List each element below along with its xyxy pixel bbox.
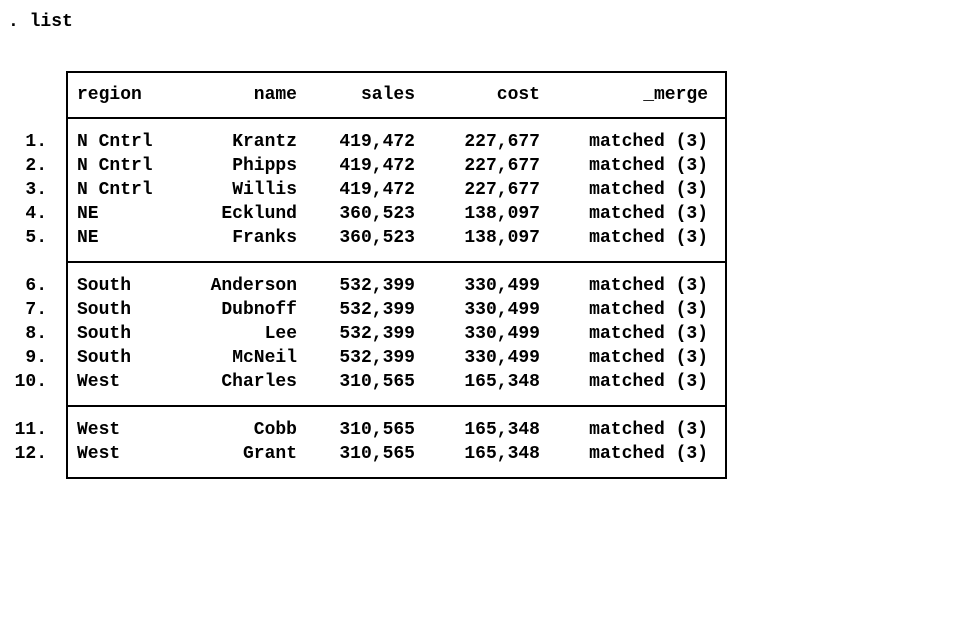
table-row: 4. NE Ecklund 360,523 138,097 matched (3… bbox=[0, 202, 727, 226]
cell-cost: 330,499 bbox=[464, 276, 540, 296]
cell-sales: 419,472 bbox=[339, 180, 415, 200]
cell-merge: matched (3) bbox=[589, 204, 708, 224]
cell-name: Cobb bbox=[253, 420, 297, 440]
cell-merge: matched (3) bbox=[589, 372, 708, 392]
cell-merge: matched (3) bbox=[589, 324, 708, 344]
column-header-name: name bbox=[253, 85, 297, 105]
cell-region: South bbox=[77, 300, 132, 320]
cell-merge: matched (3) bbox=[589, 300, 708, 320]
cell-sales: 532,399 bbox=[339, 348, 415, 368]
cell-sales: 419,472 bbox=[339, 132, 415, 152]
cell-merge: matched (3) bbox=[589, 348, 708, 368]
cell-name: Krantz bbox=[232, 132, 297, 152]
cell-region: West bbox=[77, 372, 121, 392]
cell-sales: 532,399 bbox=[339, 324, 415, 344]
cell-cost: 165,348 bbox=[464, 444, 540, 464]
cell-sales: 360,523 bbox=[339, 204, 415, 224]
table-row: 3. N Cntrl Willis 419,472 227,677 matche… bbox=[0, 178, 727, 202]
cell-name: Lee bbox=[264, 324, 297, 344]
cell-merge: matched (3) bbox=[589, 444, 708, 464]
header-separator bbox=[66, 117, 727, 119]
table-header-row: region name sales cost _merge bbox=[0, 73, 727, 117]
cell-sales: 310,565 bbox=[339, 444, 415, 464]
cell-region: West bbox=[77, 444, 121, 464]
table-row: 1. N Cntrl Krantz 419,472 227,677 matche… bbox=[0, 130, 727, 154]
cell-name: Anderson bbox=[210, 276, 297, 296]
cell-region: West bbox=[77, 420, 121, 440]
cell-cost: 165,348 bbox=[464, 420, 540, 440]
column-header-region: region bbox=[77, 85, 142, 105]
cell-sales: 532,399 bbox=[339, 300, 415, 320]
cell-sales: 360,523 bbox=[339, 228, 415, 248]
table-row: 12. West Grant 310,565 165,348 matched (… bbox=[0, 442, 727, 466]
row-number: 4. bbox=[25, 204, 47, 224]
cell-cost: 330,499 bbox=[464, 324, 540, 344]
row-number: 1. bbox=[25, 132, 47, 152]
group-separator bbox=[66, 405, 727, 407]
row-number: 9. bbox=[25, 348, 47, 368]
cell-cost: 227,677 bbox=[464, 132, 540, 152]
cell-cost: 330,499 bbox=[464, 348, 540, 368]
cell-name: Phipps bbox=[232, 156, 297, 176]
table-row: 8. South Lee 532,399 330,499 matched (3) bbox=[0, 322, 727, 346]
table-row: 9. South McNeil 532,399 330,499 matched … bbox=[0, 346, 727, 370]
cell-name: McNeil bbox=[232, 348, 297, 368]
column-header-merge: _merge bbox=[643, 85, 708, 105]
column-header-sales: sales bbox=[360, 85, 415, 105]
cell-cost: 227,677 bbox=[464, 156, 540, 176]
cell-merge: matched (3) bbox=[589, 228, 708, 248]
column-header-cost: cost bbox=[496, 85, 540, 105]
cell-name: Dubnoff bbox=[221, 300, 297, 320]
cell-name: Ecklund bbox=[221, 204, 297, 224]
cell-sales: 532,399 bbox=[339, 276, 415, 296]
row-number: 7. bbox=[25, 300, 47, 320]
table-row: 7. South Dubnoff 532,399 330,499 matched… bbox=[0, 298, 727, 322]
cell-region: N Cntrl bbox=[77, 132, 153, 152]
cell-merge: matched (3) bbox=[589, 132, 708, 152]
table-row: 2. N Cntrl Phipps 419,472 227,677 matche… bbox=[0, 154, 727, 178]
cell-region: South bbox=[77, 348, 132, 368]
row-number: 10. bbox=[14, 372, 47, 392]
cell-region: NE bbox=[77, 204, 99, 224]
group-separator bbox=[66, 261, 727, 263]
cell-region: NE bbox=[77, 228, 99, 248]
cell-sales: 419,472 bbox=[339, 156, 415, 176]
cell-merge: matched (3) bbox=[589, 156, 708, 176]
cell-merge: matched (3) bbox=[589, 276, 708, 296]
row-group: 1. N Cntrl Krantz 419,472 227,677 matche… bbox=[0, 119, 727, 261]
cell-cost: 138,097 bbox=[464, 204, 540, 224]
cell-name: Willis bbox=[232, 180, 297, 200]
cell-region: South bbox=[77, 324, 132, 344]
row-number: 6. bbox=[25, 276, 47, 296]
cell-region: N Cntrl bbox=[77, 180, 153, 200]
cell-region: South bbox=[77, 276, 132, 296]
table-row: 10. West Charles 310,565 165,348 matched… bbox=[0, 370, 727, 394]
row-number: 12. bbox=[14, 444, 47, 464]
cell-name: Franks bbox=[232, 228, 297, 248]
cell-sales: 310,565 bbox=[339, 372, 415, 392]
row-number: 5. bbox=[25, 228, 47, 248]
cell-cost: 330,499 bbox=[464, 300, 540, 320]
cell-region: N Cntrl bbox=[77, 156, 153, 176]
cell-name: Grant bbox=[242, 444, 297, 464]
row-number: 11. bbox=[14, 420, 47, 440]
command-line: . list bbox=[8, 12, 73, 32]
row-group: 11. West Cobb 310,565 165,348 matched (3… bbox=[0, 407, 727, 477]
table-row: 5. NE Franks 360,523 138,097 matched (3) bbox=[0, 226, 727, 250]
cell-sales: 310,565 bbox=[339, 420, 415, 440]
cell-cost: 138,097 bbox=[464, 228, 540, 248]
table-row: 6. South Anderson 532,399 330,499 matche… bbox=[0, 274, 727, 298]
cell-merge: matched (3) bbox=[589, 180, 708, 200]
table-row: 11. West Cobb 310,565 165,348 matched (3… bbox=[0, 418, 727, 442]
row-number: 8. bbox=[25, 324, 47, 344]
cell-merge: matched (3) bbox=[589, 420, 708, 440]
row-number: 2. bbox=[25, 156, 47, 176]
row-group: 6. South Anderson 532,399 330,499 matche… bbox=[0, 263, 727, 405]
cell-cost: 227,677 bbox=[464, 180, 540, 200]
cell-cost: 165,348 bbox=[464, 372, 540, 392]
cell-name: Charles bbox=[221, 372, 297, 392]
row-number: 3. bbox=[25, 180, 47, 200]
